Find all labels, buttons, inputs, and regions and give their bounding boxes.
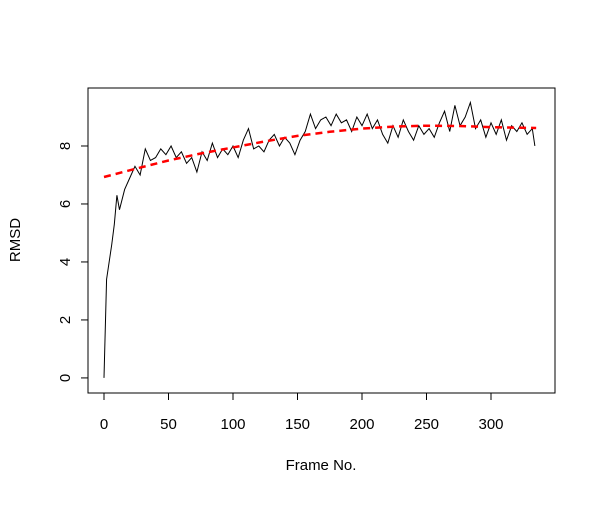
y-tick-label: 8 bbox=[57, 142, 74, 150]
x-tick-label: 0 bbox=[100, 416, 108, 433]
y-tick-label: 4 bbox=[57, 258, 74, 266]
series-line bbox=[103, 124, 537, 179]
x-tick-label: 300 bbox=[478, 416, 503, 433]
x-tick-label: 250 bbox=[414, 416, 439, 433]
x-tick-label: 150 bbox=[285, 416, 310, 433]
x-tick-label: 50 bbox=[160, 416, 177, 433]
y-tick-label: 2 bbox=[57, 316, 74, 324]
y-axis-title: RMSD bbox=[7, 218, 24, 262]
y-tick-label: 6 bbox=[57, 200, 74, 208]
y-tick-label: 0 bbox=[57, 374, 74, 382]
x-tick-label: 100 bbox=[220, 416, 245, 433]
series-line bbox=[103, 100, 536, 378]
x-axis-title: Frame No. bbox=[286, 457, 357, 474]
x-tick-label: 200 bbox=[349, 416, 374, 433]
